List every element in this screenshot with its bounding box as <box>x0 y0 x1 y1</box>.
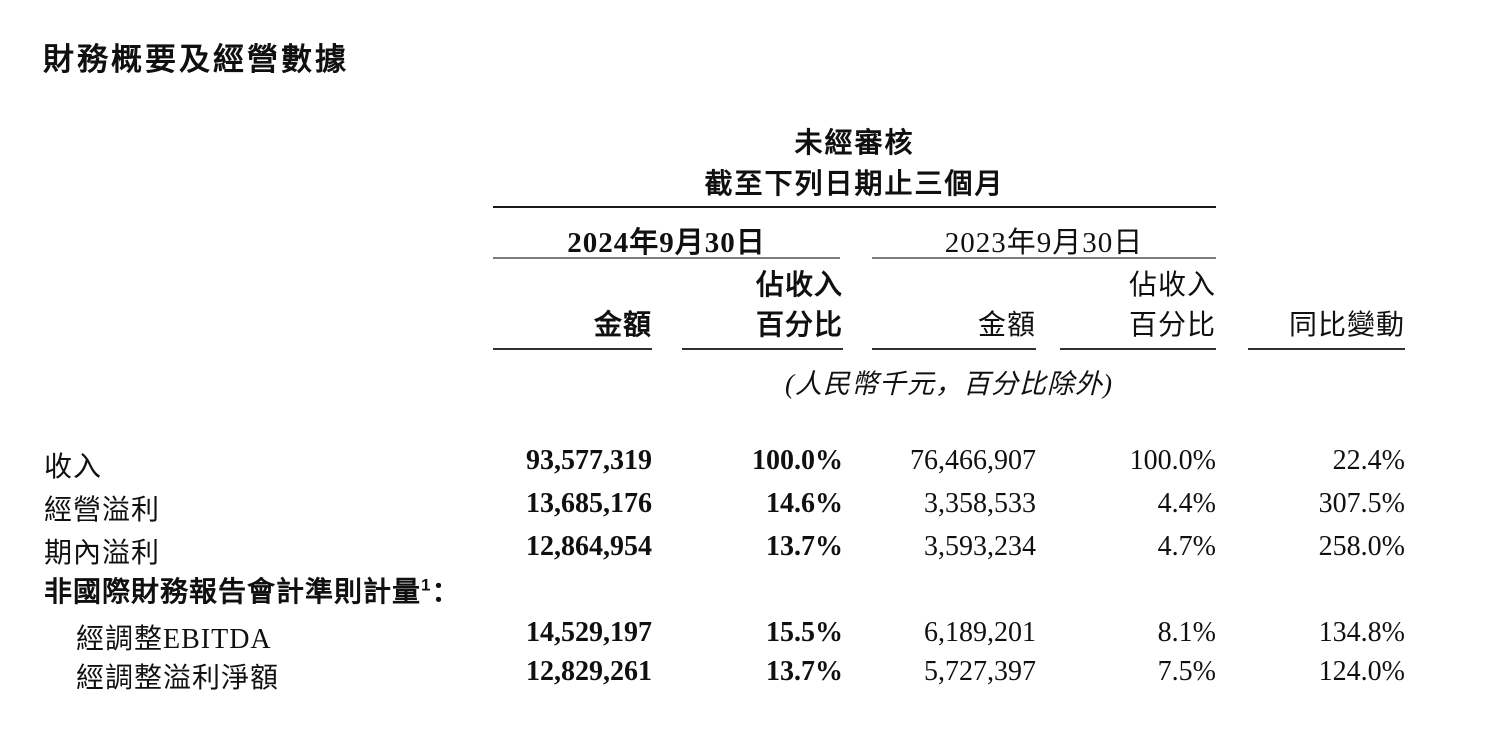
amount-2023-value: 5,727,397 <box>924 656 1036 687</box>
col-header-amount-2023: 金額 <box>977 310 1036 341</box>
col-rule-amount-2024 <box>493 348 652 350</box>
footnote-superscript: 1 <box>421 575 432 595</box>
table-row-period-profit: 期內溢利 12,864,954 13.7% 3,593,234 4.7% 258… <box>0 531 1500 569</box>
header-top-rule <box>493 206 1216 208</box>
table-row-adjusted-net-profit: 經調整溢利淨額 12,829,261 13.7% 5,727,397 7.5% … <box>0 656 1500 694</box>
page-title: 財務概要及經營數據 <box>43 42 349 77</box>
col-header-pct-2024-line1: 佔收入 <box>755 270 843 301</box>
amount-2023-value: 76,466,907 <box>910 445 1036 476</box>
col-header-yoy: 同比變動 <box>1288 310 1405 341</box>
yoy-value: 307.5% <box>1318 488 1405 519</box>
unaudited-header: 未經審核 <box>794 127 915 158</box>
pct-2023-value: 4.7% <box>1157 531 1216 562</box>
row-label: 經營溢利 <box>44 495 161 526</box>
pct-2023-value: 8.1% <box>1157 617 1216 648</box>
table-row-operating-profit: 經營溢利 13,685,176 14.6% 3,358,533 4.4% 307… <box>0 488 1500 526</box>
col-header-pct-2023-line2: 百分比 <box>1128 310 1216 341</box>
pct-2024-value: 14.6% <box>766 488 843 519</box>
date-header-2023: 2023年9月30日 <box>944 227 1144 259</box>
pct-2024-value: 13.7% <box>766 656 843 687</box>
table-row-adjusted-ebitda: 經調整EBITDA 14,529,197 15.5% 6,189,201 8.1… <box>0 617 1500 655</box>
pct-2024-value: 13.7% <box>766 531 843 562</box>
col-header-pct-2023: 佔收入 百分比 <box>1060 266 1216 346</box>
row-label: 經調整EBITDA <box>76 624 272 655</box>
pct-2023-value: 4.4% <box>1157 488 1216 519</box>
section-header-non-ifrs: 非國際財務報告會計準則計量1： <box>44 570 461 610</box>
date-rule-2023 <box>872 257 1216 259</box>
yoy-value: 22.4% <box>1332 445 1405 476</box>
unit-note: (人民幣千元，百分比除外) <box>785 369 1113 399</box>
amount-2024-value: 14,529,197 <box>526 617 652 648</box>
period-header: 截至下列日期止三個月 <box>704 168 1005 199</box>
yoy-value: 124.0% <box>1318 656 1405 687</box>
date-rule-2024 <box>493 257 840 259</box>
pct-2023-value: 100.0% <box>1129 445 1216 476</box>
amount-2023-value: 3,358,533 <box>924 488 1036 519</box>
pct-2024-value: 100.0% <box>752 445 843 476</box>
col-rule-pct-2023 <box>1060 348 1216 350</box>
amount-2024-value: 12,829,261 <box>526 656 652 687</box>
yoy-value: 134.8% <box>1318 617 1405 648</box>
row-label: 經調整溢利淨額 <box>76 663 280 694</box>
amount-2024-value: 13,685,176 <box>526 488 652 519</box>
col-rule-yoy <box>1248 348 1405 350</box>
amount-2023-value: 6,189,201 <box>924 617 1036 648</box>
section-header-colon: ： <box>431 576 461 607</box>
amount-2024-value: 93,577,319 <box>526 445 652 476</box>
amount-2024-value: 12,864,954 <box>526 531 652 562</box>
col-header-pct-2023-line1: 佔收入 <box>1128 270 1216 301</box>
col-rule-pct-2024 <box>682 348 843 350</box>
table-row-revenue: 收入 93,577,319 100.0% 76,466,907 100.0% 2… <box>0 445 1500 483</box>
yoy-value: 258.0% <box>1318 531 1405 562</box>
col-header-amount-2024: 金額 <box>593 310 652 341</box>
date-header-2024: 2024年9月30日 <box>567 227 766 259</box>
section-header-label: 非國際財務報告會計準則計量 <box>44 576 422 607</box>
row-label: 收入 <box>44 452 103 483</box>
row-label: 期內溢利 <box>44 538 161 569</box>
pct-2024-value: 15.5% <box>766 617 843 648</box>
pct-2023-value: 7.5% <box>1157 656 1216 687</box>
amount-2023-value: 3,593,234 <box>924 531 1036 562</box>
col-header-pct-2024-line2: 百分比 <box>755 310 843 341</box>
col-rule-amount-2023 <box>872 348 1036 350</box>
col-header-pct-2024: 佔收入 百分比 <box>682 266 843 346</box>
